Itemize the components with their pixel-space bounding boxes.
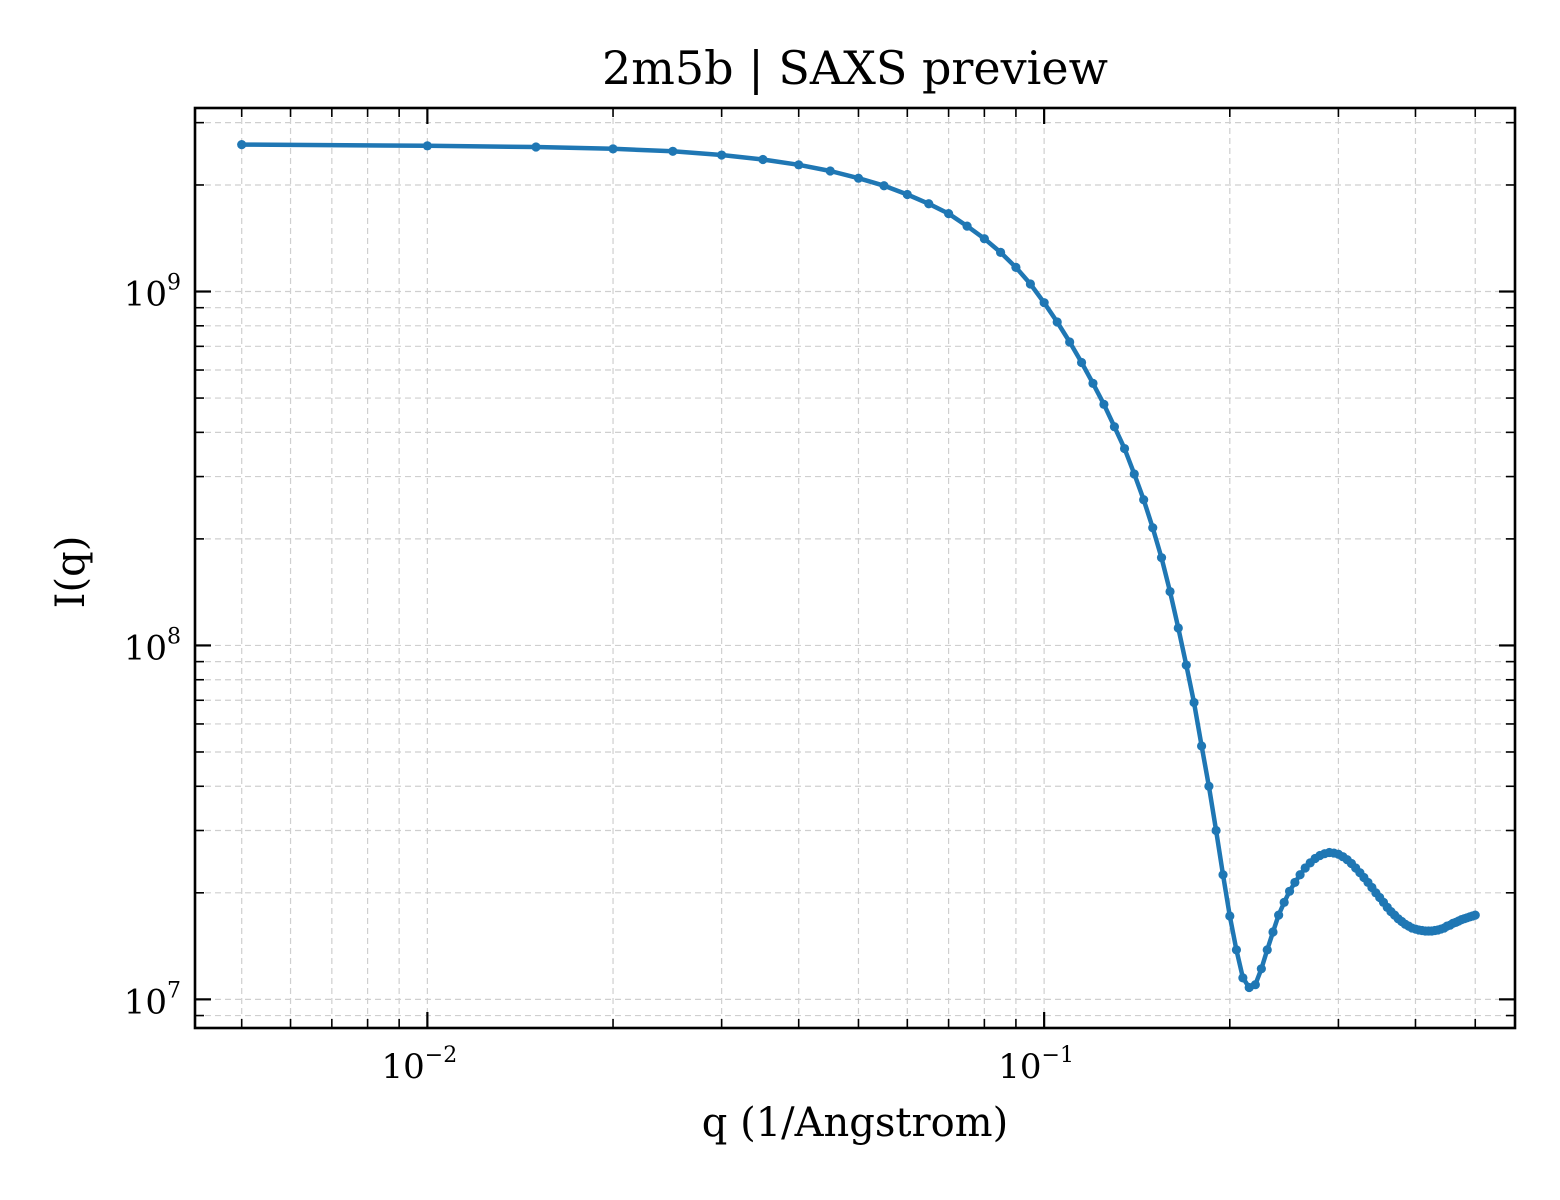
data-point [1262,945,1272,955]
data-point [996,247,1006,257]
data-point [1470,910,1480,920]
data-point [1250,980,1260,990]
series-markers [237,140,1480,993]
y-tick-label: 109 [124,271,181,315]
chart-title: 2m5b | SAXS preview [602,41,1108,95]
data-point [1211,825,1221,836]
data-point [1238,973,1248,983]
data-point [1076,357,1087,368]
data-point [422,141,432,151]
x-axis-label: q (1/Angstrom) [702,1100,1008,1146]
data-point [531,142,541,152]
data-point [1218,870,1228,880]
data-point [1256,964,1266,974]
grid [195,108,1515,1028]
data-point [1231,945,1242,955]
data-point [902,189,912,200]
y-tick-label: 107 [124,978,181,1022]
data-point [237,140,247,150]
plot-frame [193,106,1517,1030]
axis-ticks [195,108,1515,1028]
data-point [1025,279,1036,289]
data-point [1119,443,1130,454]
data-point [1284,886,1295,896]
data-point [1011,262,1021,272]
data-point [1196,741,1207,751]
x-tick-label: 10−2 [382,1043,458,1087]
data-point [1189,697,1199,708]
data-point [879,181,889,191]
data-point [668,146,678,156]
data-point [717,150,727,160]
data-point [979,234,989,244]
data-point [944,209,954,219]
data-point [794,160,804,170]
data-point [1274,910,1284,920]
data-point [1052,317,1062,327]
data-point [1039,298,1049,308]
data-point [1165,586,1175,597]
data-point [1129,469,1139,479]
data-point [1065,337,1075,347]
data-point [1139,495,1149,505]
data-point [1268,927,1278,937]
data-point [1148,523,1158,533]
data-point [853,173,864,183]
data-point [1295,870,1305,880]
y-tick-label: 108 [124,624,181,668]
tick-labels: 10−2 10−1 107 108 109 [124,271,1074,1087]
data-point [1279,897,1289,907]
data-point [1088,378,1098,389]
data-point [1156,553,1167,563]
data-point [924,199,934,209]
data-point [1181,660,1191,670]
x-tick-label: 10−1 [998,1043,1074,1087]
data-point [1225,911,1235,921]
data-point [1109,422,1120,432]
data-point [962,221,972,231]
data-point [1173,623,1183,633]
data-point [825,166,835,176]
data-point [1099,399,1109,409]
y-axis-label: I(q) [48,536,94,609]
data-point [1290,877,1300,888]
data-point [1204,781,1214,791]
data-point [608,144,618,154]
data-point [758,154,768,165]
